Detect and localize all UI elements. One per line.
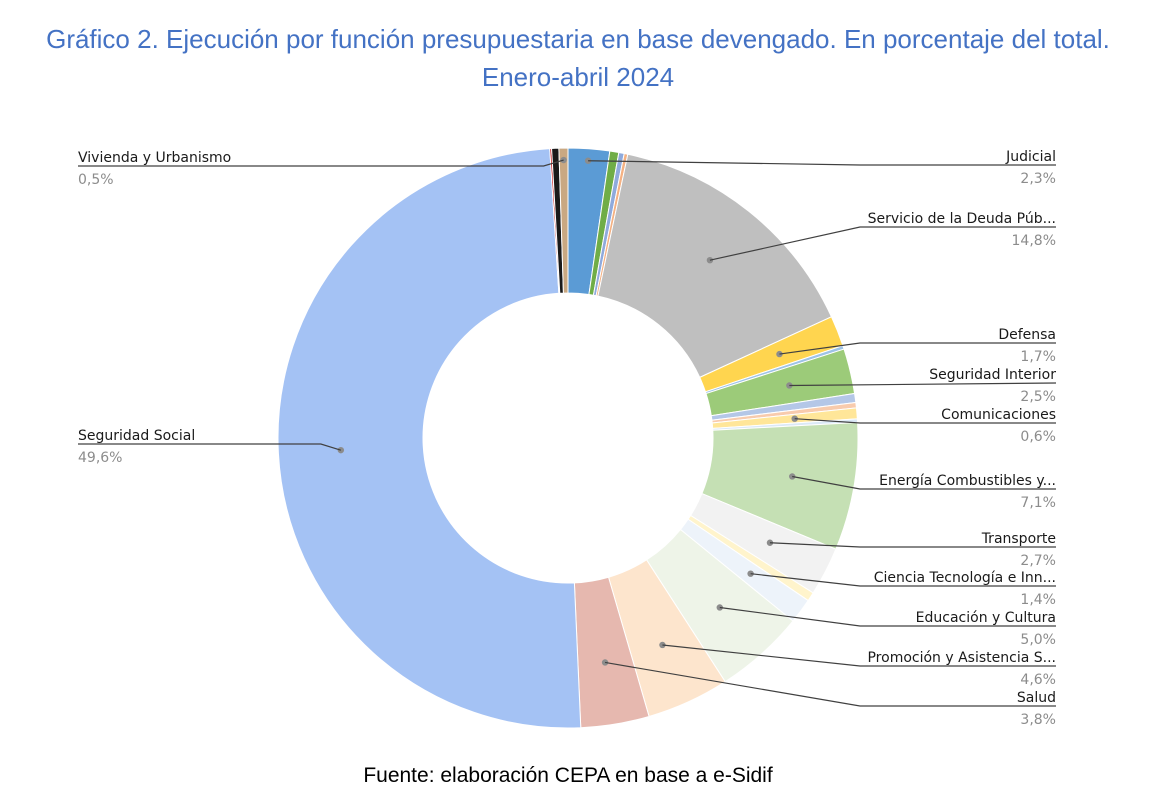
chart-title: Gráfico 2. Ejecución por función presupu…: [46, 24, 1110, 92]
label-defensa: Defensa: [998, 327, 1056, 343]
callout-line-salud: [604, 661, 1056, 707]
callout-line-energia-combustibles-y: [792, 475, 1056, 490]
callout-line-seguridad-social: [78, 443, 342, 451]
value-label-seguridad-interior: 2,5%: [1020, 389, 1056, 405]
callout-line-judicial: [588, 160, 1056, 166]
value-label-defensa: 1,7%: [1020, 349, 1056, 365]
callout-line-servicio-de-la-deuda-pub: [709, 226, 1056, 261]
label-promocion-y-asistencia-s: Promoción y Asistencia S...: [867, 650, 1056, 666]
slice-vivienda-y-urbanismo: [558, 147, 569, 294]
slice-seguridad-social: [277, 148, 582, 729]
callout-labels: Judicial 2,3% Servicio de la Deuda Púb... 1…: [78, 149, 1056, 728]
value-label-promocion-y-asistencia-s: 4,6%: [1020, 672, 1056, 688]
callout-line-defensa: [779, 342, 1056, 355]
label-seguridad-social: Seguridad Social: [78, 428, 195, 444]
label-salud: Salud: [1017, 690, 1056, 706]
value-label-educacion-y-cultura: 5,0%: [1020, 632, 1056, 648]
source-note: Fuente: elaboración CEPA en base a e-Sid…: [363, 764, 773, 787]
callout-line-educacion-y-cultura: [719, 606, 1056, 627]
value-label-ciencia-tecnologia-e-inn: 1,4%: [1020, 592, 1056, 608]
label-judicial: Judicial: [1005, 149, 1056, 165]
donut-chart: Judicial 2,3% Servicio de la Deuda Púb... 1…: [78, 147, 1056, 729]
value-label-seguridad-social: 49,6%: [78, 450, 122, 466]
label-energia-combustibles-y: Energía Combustibles y...: [879, 473, 1056, 489]
value-label-salud: 3,8%: [1020, 712, 1056, 728]
label-educacion-y-cultura: Educación y Cultura: [916, 610, 1056, 626]
callout-line-transporte: [769, 542, 1056, 548]
callout-line-promocion-y-asistencia-s: [662, 644, 1056, 667]
value-label-servicio-de-la-deuda-pub: 14,8%: [1012, 233, 1056, 249]
value-label-transporte: 2,7%: [1020, 553, 1056, 569]
slice-servicio-de-la-deuda-pub: [597, 153, 833, 379]
value-label-energia-combustibles-y: 7,1%: [1020, 495, 1056, 511]
value-label-vivienda-y-urbanismo: 0,5%: [78, 172, 114, 188]
callout-line-comunicaciones: [794, 418, 1056, 424]
label-transporte: Transporte: [981, 531, 1056, 547]
label-seguridad-interior: Seguridad Interior: [929, 367, 1056, 383]
callout-line-seguridad-interior: [789, 382, 1057, 387]
value-label-comunicaciones: 0,6%: [1020, 429, 1056, 445]
value-label-judicial: 2,3%: [1020, 171, 1056, 187]
label-comunicaciones: Comunicaciones: [941, 407, 1056, 423]
label-servicio-de-la-deuda-pub: Servicio de la Deuda Púb...: [868, 211, 1056, 227]
label-vivienda-y-urbanismo: Vivienda y Urbanismo: [78, 150, 231, 166]
callout-line-vivienda-y-urbanismo: [78, 159, 564, 167]
label-ciencia-tecnologia-e-inn: Ciencia Tecnología e Inn...: [874, 570, 1056, 586]
donut-slices: [277, 147, 859, 729]
callout-line-ciencia-tecnologia-e-inn: [750, 573, 1056, 587]
